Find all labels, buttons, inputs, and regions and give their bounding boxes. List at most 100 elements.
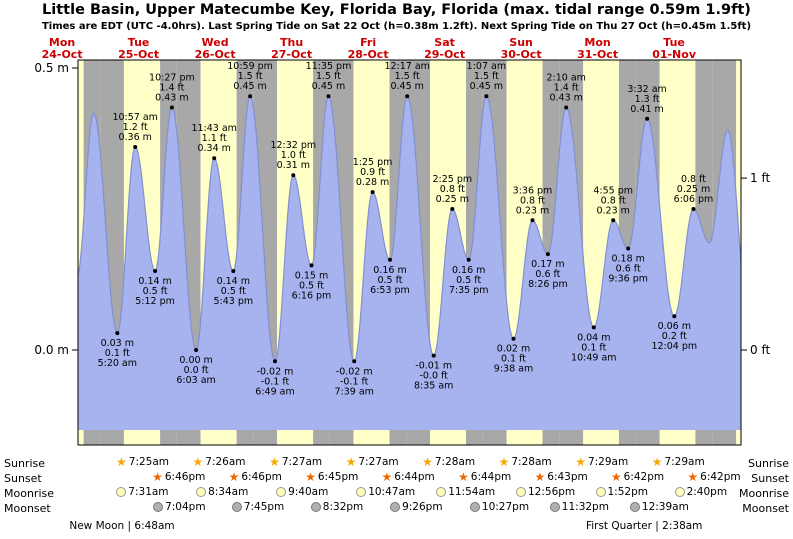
tide-extreme-label: 9:38 am (494, 364, 533, 375)
sunset-entry: ★ 6:46pm (152, 471, 205, 483)
tide-extreme-label: 0.5 ft (299, 280, 324, 291)
tide-extreme-label: 0.06 m (658, 321, 691, 332)
tide-extreme-label: -0.1 ft (340, 376, 369, 387)
sunset-time: 6:42pm (700, 471, 741, 483)
astro-row-label-sunrise-left: Sunrise (4, 457, 46, 470)
moonrise-icon (276, 487, 287, 497)
tide-extreme-label: -0.02 m (336, 366, 373, 377)
moonrise-entry: 1:52pm (595, 486, 648, 498)
moonset-entry: 8:32pm (310, 501, 363, 513)
y-axis-label-left: 0.0 m (34, 343, 69, 357)
moonset-icon (231, 502, 242, 512)
tide-extreme-label: 0.45 m (470, 81, 503, 92)
tide-extreme-label: 0.31 m (277, 160, 310, 171)
tide-extreme-label: 0.8 ft (601, 195, 626, 206)
page-title: Little Basin, Upper Matecumbe Key, Flori… (42, 2, 751, 18)
sunrise-icon: ★ (269, 455, 280, 469)
tide-curve (77, 95, 742, 363)
tide-extreme-label: 5:20 am (98, 358, 137, 369)
tide-extreme-label: 1.0 ft (281, 150, 306, 161)
tide-extreme-label: 0.02 m (497, 344, 530, 355)
sunset-icon: ★ (534, 470, 546, 484)
tide-extreme-dot (611, 218, 616, 223)
tide-extreme-dot (212, 156, 217, 161)
astro-row-label-sunset-left: Sunset (4, 472, 42, 485)
moonrise-time: 8:34am (208, 486, 249, 498)
astro-row-label-moonrise-right: Moonrise (739, 487, 789, 500)
sunrise-time: 7:29am (664, 456, 705, 468)
sunset-time: 6:44pm (470, 471, 512, 483)
tide-extreme-label: 0.2 ft (662, 331, 687, 342)
tide-extreme-label: 1.5 ft (395, 71, 420, 82)
tide-extreme-dot (169, 105, 174, 110)
sunset-icon: ★ (381, 470, 393, 484)
day-label-date: 28-Oct (348, 48, 389, 61)
tide-extreme-dot (466, 257, 471, 262)
y-axis-label-right: 1 ft (750, 171, 770, 185)
tide-extreme-label: 11:35 pm (306, 61, 352, 72)
tide-extreme-label: 9:36 pm (608, 274, 648, 285)
sunset-time: 6:42pm (623, 471, 665, 483)
tide-extreme-label: 0.41 m (630, 104, 663, 115)
tide-extreme-label: 0.43 m (155, 93, 188, 104)
tide-extreme-label: 1.4 ft (159, 83, 184, 94)
sunset-entry: ★ 6:45pm (305, 471, 358, 483)
tide-extreme-label: 1.2 ft (123, 122, 148, 133)
sunset-icon: ★ (610, 470, 622, 484)
tide-area (78, 96, 741, 430)
sunrise-icon: ★ (192, 455, 204, 469)
sunrise-time: 7:28am (434, 456, 476, 468)
sunrise-time: 7:26am (205, 456, 246, 468)
moonrise-entry: 12:56pm (516, 486, 575, 498)
day-label-name: Mon (49, 36, 75, 49)
tide-extreme-label: 0.43 m (549, 93, 582, 104)
sunrise-icon: ★ (345, 455, 357, 469)
sunrise-entry: ★ 7:27am (346, 456, 399, 468)
sunrise-time: 7:29am (587, 456, 629, 468)
moonrise-time: 10:47am (368, 486, 416, 498)
moonset-entry: 7:45pm (231, 501, 285, 513)
moonrise-icon (356, 487, 367, 497)
tide-extreme-dot (248, 94, 253, 99)
moonrise-time: 1:52pm (607, 486, 648, 498)
tide-extreme-dot (545, 252, 550, 257)
sunset-icon: ★ (458, 470, 469, 484)
tide-extreme-label: 1.4 ft (554, 83, 579, 94)
sunset-time: 6:46pm (164, 471, 206, 483)
sunset-entry: ★ 6:42pm (687, 471, 740, 483)
tide-extreme-label: -0.01 m (415, 361, 452, 372)
tide-extreme-label: 1.5 ft (474, 71, 499, 82)
tide-extreme-label: 0.5 ft (143, 286, 168, 297)
plot-border (77, 59, 742, 446)
moonset-icon (310, 502, 321, 512)
tide-extreme-label: 0.5 ft (377, 275, 402, 286)
moonrise-time: 9:40am (288, 486, 329, 498)
sunrise-icon: ★ (116, 455, 127, 469)
tide-extreme-dot (326, 94, 331, 99)
tide-extreme-label: 6:49 am (255, 386, 294, 397)
chart-subtitle: Times are EDT (UTC -4.0hrs). Last Spring… (41, 21, 752, 32)
day-label-name: Sat (434, 36, 455, 49)
sunset-time: 6:44pm (394, 471, 435, 483)
tide-extreme-dot (370, 190, 375, 195)
day-label-date: 25-Oct (118, 48, 159, 61)
astro-row-label-sunset-right: Sunset (751, 472, 789, 485)
tide-extreme-label: 12:04 pm (651, 341, 697, 352)
tide-extreme-label: 6:03 am (176, 375, 215, 386)
tide-extreme-label: 0.45 m (390, 81, 423, 92)
tide-extreme-label: 10:49 am (571, 352, 616, 363)
sunrise-time: 7:27am (281, 456, 323, 468)
sunrise-entry: ★ 7:28am (499, 456, 552, 468)
tide-extreme-label: 0.1 ft (581, 342, 606, 353)
sunset-time: 6:46pm (241, 471, 282, 483)
moonset-icon (549, 502, 560, 512)
day-label-date: 24-Oct (42, 48, 83, 61)
moon-phase-label: First Quarter | 2:38am (585, 520, 703, 532)
moonset-time: 7:45pm (243, 501, 285, 513)
tide-extreme-label: 0.18 m (611, 254, 644, 265)
tide-extreme-dot (672, 314, 677, 319)
tide-extreme-label: 12:17 am (384, 61, 429, 72)
tide-extreme-label: 7:39 am (334, 386, 373, 397)
moonrise-time: 11:54am (448, 486, 496, 498)
